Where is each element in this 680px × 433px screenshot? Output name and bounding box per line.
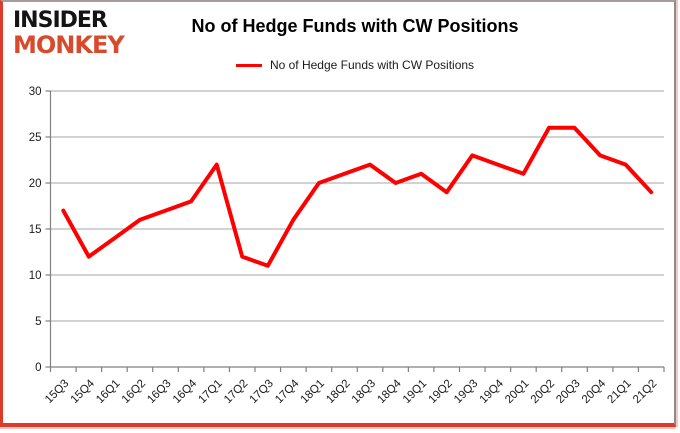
legend: No of Hedge Funds with CW Positions bbox=[51, 58, 659, 72]
x-tick-label: 21Q1 bbox=[605, 378, 633, 406]
x-tick-label: 16Q4 bbox=[171, 377, 200, 406]
y-tick-label: 5 bbox=[35, 316, 41, 328]
insider-monkey-logo: INSIDER MONKEY bbox=[13, 8, 125, 59]
x-tick-label: 15Q4 bbox=[69, 377, 98, 406]
legend-line-swatch bbox=[235, 63, 262, 67]
chart-title: No of Hedge Funds with CW Positions bbox=[191, 16, 519, 36]
series-line bbox=[61, 125, 654, 268]
x-tick-label: 17Q3 bbox=[248, 378, 276, 406]
x-tick-label: 19Q4 bbox=[478, 377, 507, 406]
y-tick-label: 10 bbox=[29, 270, 42, 282]
x-tick-label: 15Q3 bbox=[43, 378, 71, 406]
gridlines bbox=[50, 90, 664, 322]
x-tick-label: 20Q1 bbox=[503, 378, 531, 406]
x-tick-label: 16Q1 bbox=[94, 378, 122, 406]
x-tick-label: 21Q2 bbox=[631, 378, 659, 406]
x-tick-label: 17Q4 bbox=[273, 377, 302, 406]
x-tick-label: 19Q2 bbox=[426, 378, 454, 406]
x-tick-label: 18Q4 bbox=[375, 377, 404, 406]
y-tick-label: 20 bbox=[29, 178, 42, 190]
logo-text-monkey: MONKEY bbox=[13, 31, 125, 59]
x-tick-label: 17Q2 bbox=[222, 378, 250, 406]
logo-text-insider: INSIDER bbox=[13, 8, 108, 33]
x-tick-label: 19Q1 bbox=[401, 378, 429, 406]
x-tick-label: 20Q2 bbox=[529, 378, 557, 406]
y-axis: 0 5 10 15 20 25 30 bbox=[29, 86, 51, 374]
x-tick-label: 17Q1 bbox=[196, 378, 224, 406]
legend-label: No of Hedge Funds with CW Positions bbox=[269, 58, 475, 72]
y-tick-label: 0 bbox=[35, 362, 41, 374]
x-tick-label: 20Q4 bbox=[580, 377, 609, 406]
x-tick-label: 18Q3 bbox=[350, 378, 378, 406]
x-tick-label: 18Q1 bbox=[299, 378, 327, 406]
x-tick-label: 19Q3 bbox=[452, 378, 480, 406]
chart-svg: 0 5 10 15 20 25 30 15Q315Q416Q116Q216Q316Q417Q1… bbox=[29, 86, 665, 406]
x-tick-label: 18Q2 bbox=[324, 378, 352, 406]
x-tick-label: 16Q3 bbox=[145, 378, 173, 406]
x-axis: 15Q315Q416Q116Q216Q316Q417Q117Q217Q317Q4… bbox=[43, 367, 665, 406]
x-tick-label: 20Q3 bbox=[554, 378, 582, 406]
x-tick-label: 16Q2 bbox=[120, 378, 148, 406]
y-tick-label: 15 bbox=[29, 224, 42, 236]
y-tick-label: 30 bbox=[29, 86, 42, 98]
y-tick-label: 25 bbox=[29, 132, 42, 144]
